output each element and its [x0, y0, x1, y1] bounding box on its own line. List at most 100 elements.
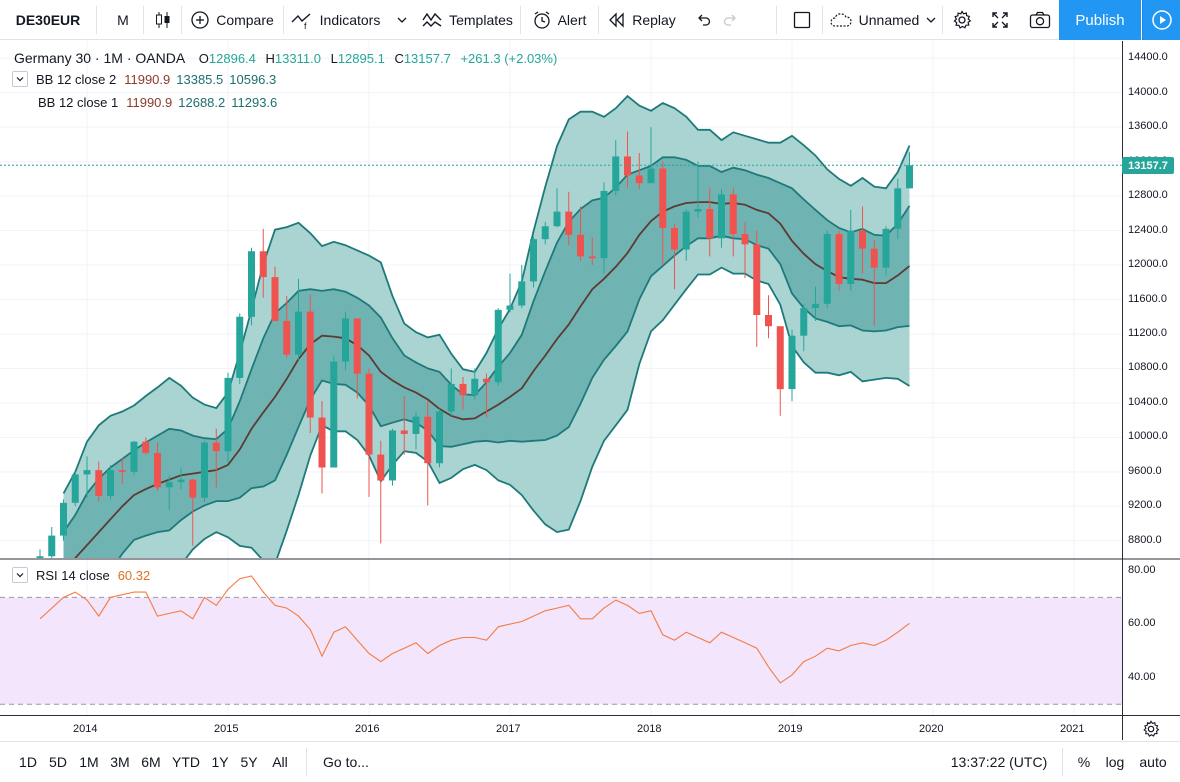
replay-button[interactable]: Replay — [604, 0, 680, 40]
undo-button[interactable] — [690, 0, 716, 40]
rewind-icon — [609, 12, 624, 28]
candle-body — [847, 230, 855, 284]
log-toggle[interactable]: log — [1105, 754, 1125, 770]
candle-body — [483, 378, 490, 383]
publish-menu-button[interactable] — [1142, 0, 1180, 40]
go-to-button[interactable]: Go to... — [323, 754, 369, 770]
candle-body — [624, 156, 631, 176]
range-6m-button[interactable]: 6M — [141, 754, 161, 770]
chart-canvas[interactable] — [0, 41, 1180, 741]
chart-style-button[interactable] — [148, 0, 178, 40]
bb1-upper-value: 12688.2 — [178, 95, 226, 110]
chart-settings-button[interactable] — [1140, 718, 1162, 740]
settings-button[interactable] — [946, 0, 978, 40]
candle-body — [718, 194, 725, 239]
indicators-button[interactable]: f Indicators — [286, 0, 412, 40]
close-label: C — [394, 51, 404, 66]
rsi-line — [39, 575, 910, 684]
interval-button[interactable]: M — [106, 0, 140, 40]
layout-name-button[interactable]: Unnamed — [826, 0, 940, 40]
percent-toggle[interactable]: % — [1077, 754, 1091, 770]
candle-body — [212, 442, 220, 452]
range-1y-button[interactable]: 1Y — [211, 754, 229, 770]
price-tick-label: 14000.0 — [1128, 85, 1168, 98]
rsi-tick-label: 40.00 — [1128, 670, 1156, 683]
candle-body — [459, 383, 467, 396]
candle-body — [494, 309, 502, 383]
candle-body — [189, 479, 197, 498]
candle-body — [107, 470, 114, 496]
candle-body — [236, 316, 244, 378]
range-5d-button[interactable]: 5D — [49, 754, 67, 770]
layout-button[interactable] — [784, 0, 820, 40]
symbol-search-button[interactable]: DE30EUR — [0, 0, 96, 40]
candle-body — [823, 234, 831, 304]
price-tick-label: 12800.0 — [1128, 189, 1168, 202]
replay-label: Replay — [632, 12, 676, 28]
clock-display[interactable]: 13:37:22 (UTC) — [950, 754, 1048, 770]
bb2-upper-line — [62, 94, 911, 494]
candle-body — [400, 430, 408, 434]
toolbar-divider — [598, 6, 599, 34]
collapse-legend-button[interactable] — [12, 567, 28, 583]
candle-body — [71, 474, 79, 503]
symbol-label: DE30EUR — [15, 12, 81, 28]
candle-body — [201, 442, 208, 498]
fullscreen-icon — [992, 12, 1008, 28]
price-tick-label: 10800.0 — [1128, 361, 1168, 374]
fullscreen-button[interactable] — [984, 0, 1016, 40]
redo-button[interactable] — [718, 0, 744, 40]
publish-button[interactable]: Publish — [1059, 0, 1141, 40]
candle-body — [506, 305, 514, 310]
toolbar-divider — [306, 748, 307, 776]
range-all-button[interactable]: All — [272, 754, 288, 770]
candle-body — [60, 502, 67, 536]
collapse-legend-button[interactable] — [12, 71, 28, 87]
price-tick-label: 9200.0 — [1128, 499, 1162, 512]
range-3m-button[interactable]: 3M — [110, 754, 130, 770]
compare-label: Compare — [216, 12, 274, 28]
candle-body — [365, 373, 373, 455]
candle-body — [318, 417, 326, 468]
rsi-tick-label: 80.00 — [1128, 563, 1156, 576]
candle-body — [906, 165, 913, 189]
gear-icon — [953, 10, 972, 29]
candle-body — [741, 234, 749, 245]
candle-body — [894, 188, 902, 229]
candle-body — [306, 311, 314, 418]
candle-body — [377, 454, 385, 481]
alert-button[interactable]: Alert — [526, 0, 592, 40]
main-legend: Germany 30 · 1M · OANDA O12896.4 H13311.… — [14, 50, 563, 66]
candles-icon — [156, 12, 170, 28]
candle-body — [342, 318, 349, 362]
time-tick-label: 2015 — [214, 723, 239, 735]
bb2-upper-value: 13385.5 — [176, 71, 224, 87]
snapshot-button[interactable] — [1022, 0, 1058, 40]
chevron-down-icon — [16, 77, 24, 82]
range-1d-button[interactable]: 1D — [19, 754, 37, 770]
price-tick-label: 13600.0 — [1128, 120, 1168, 133]
candle-body — [812, 303, 819, 309]
price-tick-label: 8800.0 — [1128, 533, 1162, 546]
alarm-clock-icon — [533, 11, 550, 29]
toolbar-divider — [143, 6, 144, 34]
range-1m-button[interactable]: 1M — [79, 754, 99, 770]
candle-body — [588, 256, 596, 259]
candle-body — [659, 168, 667, 228]
range-5y-button[interactable]: 5Y — [240, 754, 258, 770]
auto-toggle[interactable]: auto — [1139, 754, 1167, 770]
candle-body — [330, 361, 338, 468]
templates-button[interactable]: Templates — [416, 0, 518, 40]
candle-body — [870, 248, 878, 268]
high-label: H — [265, 51, 275, 66]
candlesticks — [0, 127, 1122, 558]
time-tick-label: 2020 — [919, 723, 944, 735]
price-tick-label: 12400.0 — [1128, 223, 1168, 236]
candle-body — [882, 228, 890, 268]
candle-body — [83, 470, 91, 475]
candle-body — [436, 411, 443, 464]
high-value: 13311.0 — [274, 51, 321, 66]
close-value: 13157.7 — [403, 51, 451, 66]
range-ytd-button[interactable]: YTD — [172, 754, 200, 770]
compare-button[interactable]: Compare — [186, 0, 278, 40]
